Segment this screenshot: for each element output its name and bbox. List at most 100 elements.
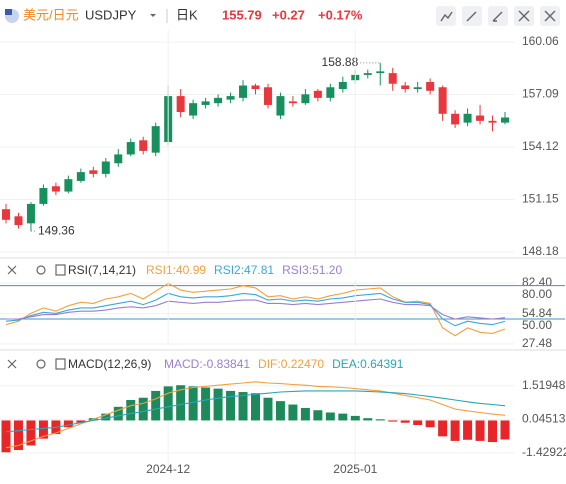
y-tick-label: 151.15	[522, 192, 559, 206]
macd-bar	[400, 420, 410, 423]
close-icon[interactable]	[7, 359, 17, 369]
macd-bar	[425, 420, 435, 428]
annotation: 149.36	[38, 223, 75, 237]
tool-icon	[518, 10, 530, 22]
macd-bar	[438, 420, 448, 437]
macd-bar	[213, 388, 223, 421]
candle-body	[388, 73, 397, 84]
legend-entry: MACD:-0.83841	[164, 357, 250, 371]
candle-body	[51, 186, 60, 192]
settings-icon[interactable]	[36, 265, 46, 275]
candle-body	[189, 103, 198, 116]
candle-body	[276, 96, 285, 116]
macd-bar	[238, 392, 248, 421]
period[interactable]: 日K	[176, 7, 198, 22]
macd-bar	[26, 420, 36, 446]
candle-body	[488, 120, 497, 123]
macd-bar	[463, 420, 473, 440]
tool-icon	[544, 10, 556, 22]
macd-bar	[450, 420, 460, 441]
macd-bar	[338, 413, 348, 421]
macd-bar	[325, 412, 335, 421]
macd-bar	[176, 385, 186, 421]
dropdown-icon[interactable]	[150, 14, 156, 17]
indicator-line	[6, 298, 506, 320]
macd-bar	[488, 420, 498, 443]
y-tick-label: 50.00	[522, 318, 552, 332]
candle-body	[14, 216, 23, 226]
indicator-line	[5, 282, 506, 337]
pair[interactable]: 美元/日元	[23, 7, 79, 22]
candle-body	[463, 113, 472, 123]
indicator-title: MACD(12,26,9)	[68, 357, 151, 371]
x-tick-label: 2025-01	[333, 462, 377, 476]
candle-body	[39, 188, 48, 204]
y-tick-label: 1.51948	[522, 378, 566, 392]
candle-body	[438, 87, 447, 114]
macd-bar	[113, 406, 123, 421]
macd-bar	[1, 420, 11, 453]
x-tick-label: 2024-12	[146, 462, 190, 476]
candle-body	[76, 172, 85, 181]
candle-body	[2, 209, 10, 220]
macd-bar	[263, 397, 273, 421]
close-icon[interactable]	[7, 265, 17, 275]
macd-bar	[226, 390, 236, 421]
macd-bar	[500, 420, 510, 440]
macd-bar	[126, 400, 136, 421]
candle-body	[101, 161, 110, 174]
y-tick-label: 27.48	[522, 336, 552, 350]
macd-bar	[163, 386, 173, 421]
legend-entry: RSI1:40.99	[146, 263, 206, 277]
candle-body	[501, 117, 509, 123]
legend-entry: DIF:0.22470	[258, 357, 324, 371]
macd-bar	[101, 413, 111, 421]
annotation: 158.88	[322, 55, 359, 69]
candle-body	[426, 81, 435, 91]
header: 美元/日元 USDJPY 日K 155.79 +0.27 +0.17%	[5, 6, 560, 26]
macd-bar	[151, 390, 161, 421]
y-tick-label: 157.09	[522, 87, 559, 101]
tool-icon	[466, 11, 477, 22]
flag-icon	[5, 9, 12, 15]
candle-body	[288, 101, 297, 104]
candle-body	[451, 113, 460, 125]
change: +0.27	[272, 7, 305, 22]
settings-icon[interactable]	[36, 359, 46, 369]
macd-bar	[201, 387, 211, 421]
candle-body	[413, 87, 422, 90]
macd-bar	[288, 404, 298, 421]
y-tick-label: 160.06	[522, 34, 559, 48]
macd-bar	[63, 420, 73, 428]
symbol[interactable]: USDJPY	[85, 7, 137, 22]
macd-bar	[363, 418, 373, 421]
candle-body	[151, 126, 160, 153]
macd-bar	[413, 420, 423, 425]
macd-bar	[300, 407, 310, 421]
candle-body	[301, 94, 310, 104]
indicator-icon[interactable]	[55, 358, 66, 370]
legend-entry: RSI3:51.20	[282, 263, 342, 277]
legend-entry: RSI2:47.81	[214, 263, 274, 277]
indicator-line	[5, 390, 506, 433]
candle-body	[376, 71, 385, 74]
macd-bar	[350, 415, 360, 421]
candle-body	[64, 179, 73, 192]
candle-body	[226, 96, 235, 100]
candle-body	[26, 203, 35, 224]
indicator-icon[interactable]	[55, 264, 66, 276]
candle-body	[201, 101, 210, 105]
candle-body	[263, 87, 272, 105]
y-tick-label: 148.18	[522, 244, 559, 258]
candle-body	[176, 96, 185, 113]
candle-body	[126, 142, 135, 155]
indicator-line	[5, 292, 506, 327]
y-tick-label: -1.42922	[522, 445, 566, 459]
y-tick-label: 0.04513	[522, 412, 566, 426]
macd-bar	[251, 393, 260, 421]
macd-bar	[188, 386, 198, 421]
candle-body	[363, 73, 372, 75]
tool-icon	[440, 11, 453, 22]
candle-body	[326, 87, 335, 98]
